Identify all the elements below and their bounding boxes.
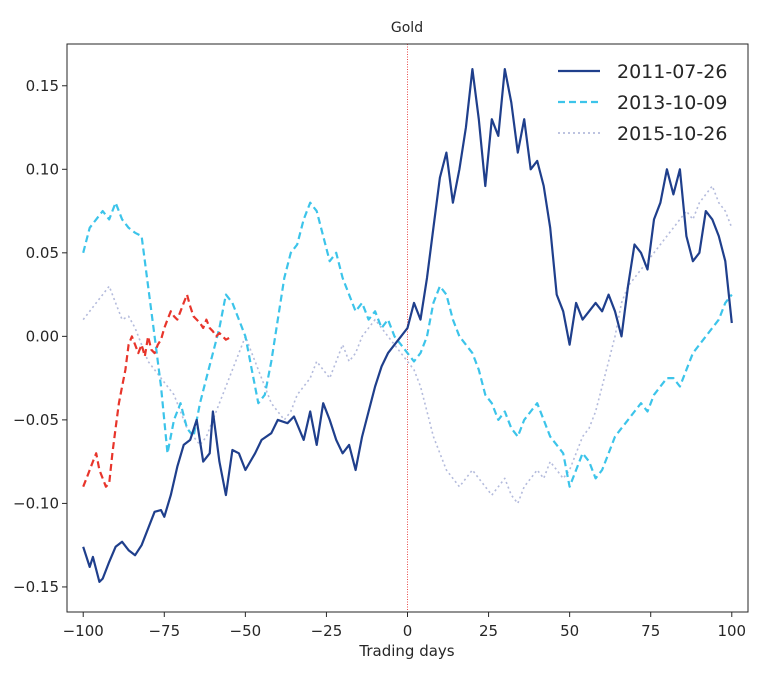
y-tick-label: −0.10	[13, 494, 59, 512]
x-axis: −100 −75 −50 −25 0 25 50 75 100	[63, 612, 746, 640]
y-tick-label: −0.15	[13, 578, 59, 596]
y-tick-label: 0.10	[26, 160, 59, 178]
x-tick-label: −25	[311, 622, 343, 640]
y-tick-label: 0.00	[26, 327, 59, 345]
y-tick-label: 0.15	[26, 77, 59, 95]
series-layer	[82, 67, 733, 584]
x-tick-label: 25	[479, 622, 498, 640]
legend-label-2013-10-09: 2013-10-09	[617, 92, 727, 114]
legend-label-2015-10-26: 2015-10-26	[617, 123, 727, 145]
x-tick-label: 0	[403, 622, 413, 640]
legend: 2011-07-26 2013-10-09 2015-10-26	[558, 61, 727, 145]
chart-title: Gold	[391, 20, 423, 36]
x-tick-label: 100	[717, 622, 746, 640]
series-line-2011-07-26	[82, 67, 733, 584]
y-tick-label: −0.05	[13, 411, 59, 429]
y-tick-label: 0.05	[26, 244, 59, 262]
series-line-2015-10-26	[82, 185, 733, 505]
x-tick-label: −50	[230, 622, 262, 640]
y-axis: −0.15 −0.10 −0.05 0.00 0.05 0.10 0.15	[13, 77, 67, 596]
x-tick-label: 75	[641, 622, 660, 640]
legend-label-2011-07-26: 2011-07-26	[617, 61, 727, 83]
x-tick-label: 50	[560, 622, 579, 640]
x-axis-title: Trading days	[358, 642, 454, 660]
x-tick-label: −75	[148, 622, 180, 640]
x-tick-label: −100	[63, 622, 104, 640]
